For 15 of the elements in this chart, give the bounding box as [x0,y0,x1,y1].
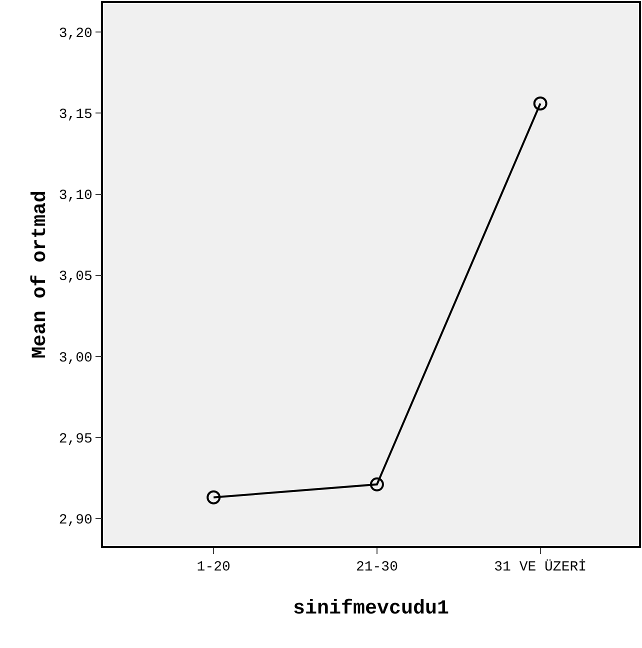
y-tick-label: 2,95 [58,431,92,448]
point [370,477,384,492]
y-tick-label: 3,00 [58,350,92,366]
y-axis-title: Mean of ortmad [28,190,52,359]
y-tick-label: 2,90 [58,512,92,528]
x-tick-label: 1-20 [196,560,230,576]
y-tick-label: 3,10 [58,188,92,204]
y-tick-label: 3,20 [58,26,92,42]
y-tick-label: 3,05 [58,269,92,286]
x-tick-label: 21-30 [356,560,398,576]
y-tick-label: 3,15 [58,107,92,124]
x-tick-label: 31 VE ÜZERİ [494,558,587,576]
point [533,96,548,110]
x-axis-title: sinifmevcudu1 [292,598,450,621]
point [206,490,221,504]
